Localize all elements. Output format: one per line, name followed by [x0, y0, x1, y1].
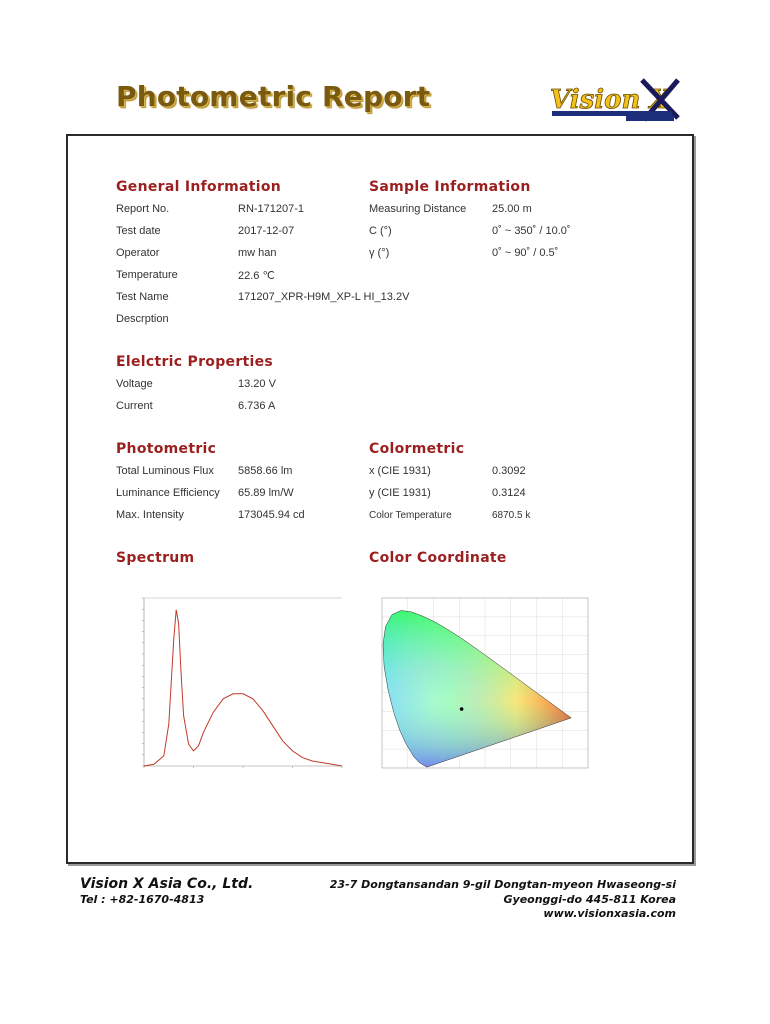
description-label: Descrption: [116, 313, 169, 325]
max-intensity-label: Max. Intensity: [116, 509, 184, 521]
company-logo: Vision X: [550, 78, 680, 122]
spectrum-series-line: [143, 609, 343, 767]
page-title: Photometric Report: [116, 80, 431, 113]
temperature-label: Temperature: [116, 269, 178, 281]
report-no-value: RN-171207-1: [238, 203, 305, 215]
c-angle-value: 0˚ ~ 350˚ / 10.0˚: [492, 225, 571, 237]
cie-gamut-fill: [383, 610, 572, 768]
luminance-efficiency-value: 65.89 lm/W: [238, 487, 294, 499]
footer-website[interactable]: www.visionxasia.com: [543, 907, 676, 920]
spectrum-chart: [142, 597, 343, 768]
operator-label: Operator: [116, 247, 160, 259]
footer-address-line2: Gyeonggi-do 445-811 Korea: [503, 893, 677, 906]
max-intensity-value: 173045.94 cd: [238, 509, 305, 521]
colormetric-heading: Colormetric: [369, 441, 465, 457]
voltage-value: 13.20 V: [238, 378, 276, 390]
footer-address-line1: 23-7 Dongtansandan 9-gil Dongtan-myeon H…: [329, 878, 676, 891]
test-date-value: 2017-12-07: [238, 225, 295, 237]
cie-x-label: x (CIE 1931): [369, 465, 431, 477]
color-coordinate-heading: Color Coordinate: [369, 550, 507, 566]
cie-chromaticity-chart: [381, 597, 589, 769]
color-temperature-label: Color Temperature: [369, 510, 452, 521]
luminance-efficiency-label: Luminance Efficiency: [116, 487, 220, 499]
electric-heading: Elelctric Properties: [116, 354, 274, 370]
footer-telephone: Tel : +82-1670-4813: [80, 893, 205, 906]
general-info-heading: General Information: [116, 179, 282, 195]
voltage-label: Voltage: [116, 378, 153, 390]
luminous-flux-value: 5858.66 lm: [238, 465, 293, 477]
spectrum-heading: Spectrum: [116, 550, 195, 566]
test-name-label: Test Name: [116, 291, 169, 303]
test-name-value: 171207_XPR-H9M_XP-L HI_13.2V: [238, 291, 410, 303]
gamma-angle-label: γ (°): [369, 247, 390, 259]
c-angle-label: C (°): [369, 225, 392, 237]
footer-company-name: Vision X Asia Co., Ltd.: [80, 876, 254, 892]
color-temperature-value: 6870.5 k: [492, 510, 531, 521]
cie-y-label: y (CIE 1931): [369, 487, 431, 499]
cie-x-value: 0.3092: [492, 465, 526, 477]
photometric-heading: Photometric: [116, 441, 217, 457]
test-date-label: Test date: [116, 225, 161, 237]
measuring-distance-label: Measuring Distance: [369, 203, 467, 215]
report-no-label: Report No.: [116, 203, 170, 215]
current-label: Current: [116, 400, 153, 412]
luminous-flux-label: Total Luminous Flux: [116, 465, 214, 477]
current-value: 6.736 A: [238, 400, 276, 412]
sample-info-heading: Sample Information: [369, 179, 531, 195]
operator-value: mw han: [238, 247, 277, 259]
cie-spectral-locus: [382, 610, 572, 768]
cie-measured-point: [459, 707, 464, 711]
measuring-distance-value: 25.00 m: [492, 203, 532, 215]
cie-plot-border: [381, 597, 589, 769]
cie-y-value: 0.3124: [492, 487, 526, 499]
gamma-angle-value: 0˚ ~ 90˚ / 0.5˚: [492, 247, 559, 259]
report-frame: [66, 134, 694, 864]
temperature-value: 22.6 ℃: [238, 270, 275, 282]
